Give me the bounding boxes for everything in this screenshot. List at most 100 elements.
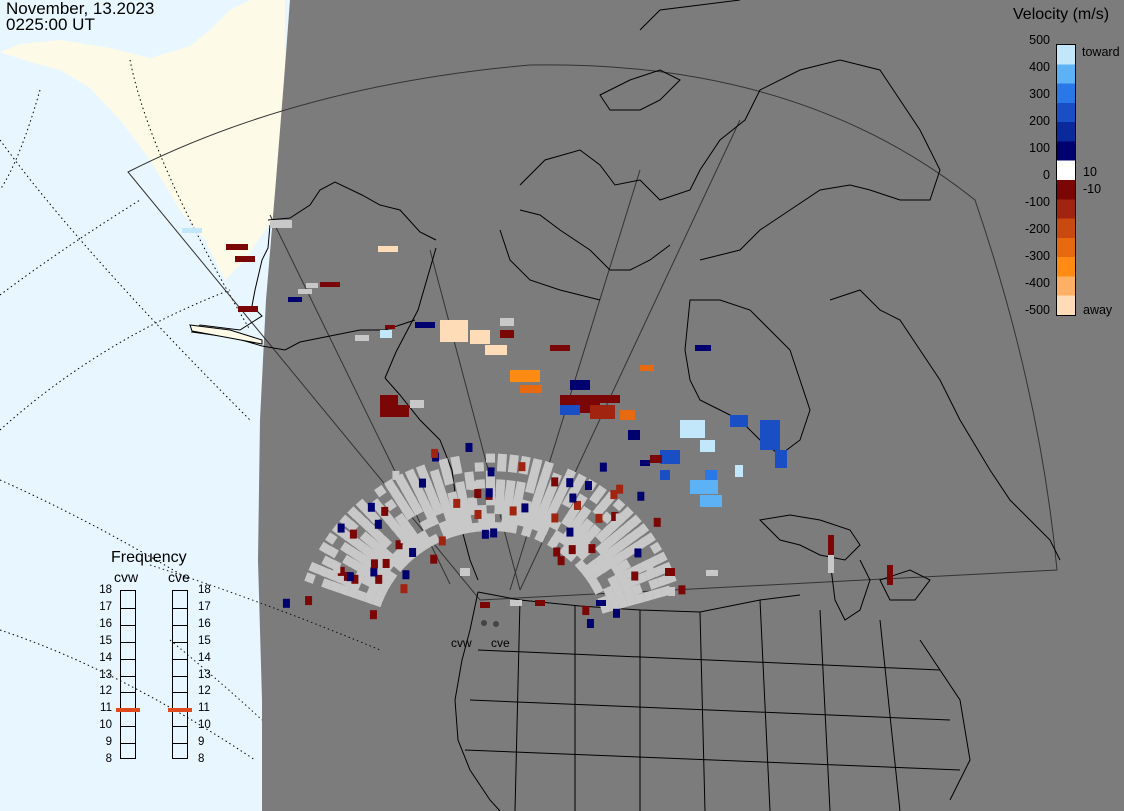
velocity-cell <box>333 564 341 574</box>
colorbar-toward-label: toward <box>1082 45 1120 59</box>
velocity-cell <box>557 556 565 566</box>
velocity-cell <box>551 513 559 523</box>
velocity-cell <box>485 345 507 355</box>
velocity-cell <box>486 513 495 523</box>
velocity-cell <box>510 600 522 606</box>
velocity-cell <box>735 465 743 477</box>
velocity-cell <box>503 496 514 507</box>
velocity-cell <box>395 405 409 417</box>
velocity-cell <box>552 491 565 504</box>
velocity-cell <box>395 540 403 550</box>
velocity-cell <box>585 480 593 490</box>
velocity-cell <box>534 485 546 497</box>
velocity-cell <box>649 541 663 555</box>
velocity-cell <box>520 526 533 538</box>
aleutian-islands <box>189 324 263 345</box>
velocity-cell <box>320 282 340 287</box>
velocity-cell <box>451 507 463 519</box>
velocity-cell <box>590 405 615 419</box>
velocity-cell <box>380 330 392 338</box>
velocity-cell <box>465 442 473 452</box>
velocity-cell <box>700 440 715 452</box>
radar-label-cvw: cvw <box>451 636 472 650</box>
velocity-cell <box>406 496 420 509</box>
velocity-cell <box>634 592 646 605</box>
frequency-marker <box>116 707 140 712</box>
frequency-scale-label: 13 <box>99 668 112 681</box>
velocity-cell <box>542 460 554 473</box>
velocity-cell <box>636 523 650 536</box>
velocity-cell <box>643 532 656 545</box>
velocity-cell <box>470 522 481 533</box>
date-label: November, 13.2023 <box>6 0 155 18</box>
velocity-cell <box>581 518 594 531</box>
velocity-cell <box>337 523 345 533</box>
velocity-cell <box>238 306 258 312</box>
velocity-cell <box>695 345 711 351</box>
velocity-cell <box>316 565 329 578</box>
velocity-cell <box>591 582 604 595</box>
velocity-cell <box>656 575 669 587</box>
colorbar-small-label: 10 <box>1083 165 1097 179</box>
velocity-cell <box>526 509 538 522</box>
velocity-cell <box>374 519 382 529</box>
velocity-cell <box>508 514 520 526</box>
velocity-cell <box>504 488 515 499</box>
velocity-cell <box>500 318 514 326</box>
velocity-cell <box>496 462 507 472</box>
velocity-cell <box>369 610 377 620</box>
colorbar-tick: -300 <box>1024 249 1050 263</box>
velocity-cell <box>282 598 290 608</box>
radar-label-cve: cve <box>491 636 510 650</box>
velocity-cell <box>443 509 455 522</box>
velocity-cell <box>529 466 541 478</box>
velocity-cell <box>402 488 415 501</box>
velocity-cell <box>551 477 559 487</box>
velocity-cell <box>634 548 642 558</box>
velocity-cell <box>553 547 561 557</box>
velocity-cell <box>486 522 495 531</box>
frequency-scale-label: 17 <box>198 600 211 613</box>
colorbar-tick: -500 <box>1024 303 1050 317</box>
velocity-cell <box>828 535 834 555</box>
velocity-cell <box>460 568 470 576</box>
velocity-cell <box>615 513 623 523</box>
velocity-cell <box>398 480 411 494</box>
velocity-cell <box>568 545 576 555</box>
colorbar-tick: -200 <box>1024 222 1050 236</box>
velocity-cell <box>537 504 549 516</box>
velocity-cell <box>640 365 654 371</box>
velocity-cell <box>349 529 357 539</box>
velocity-cell <box>594 484 607 498</box>
velocity-cell <box>588 544 596 554</box>
velocity-cell <box>574 473 587 486</box>
frequency-radar-cve-label: cve <box>168 569 190 585</box>
velocity-cell <box>464 471 475 482</box>
velocity-cell <box>501 513 512 524</box>
velocity-cell <box>438 458 450 469</box>
velocity-cell <box>355 589 367 602</box>
velocity-cell <box>700 495 722 507</box>
velocity-cell <box>351 574 359 584</box>
frequency-scale-label: 9 <box>105 736 112 749</box>
velocity-cell <box>481 529 489 539</box>
velocity-cell <box>600 511 614 525</box>
velocity-cell <box>342 554 355 568</box>
velocity-cell <box>706 570 718 576</box>
velocity-cell <box>599 462 607 472</box>
velocity-cell <box>453 498 461 508</box>
velocity-cell <box>595 513 603 523</box>
velocity-cell <box>651 587 663 600</box>
velocity-cell <box>475 479 486 489</box>
velocity-cell <box>521 503 529 513</box>
velocity-cell <box>435 485 447 497</box>
velocity-cell <box>478 521 488 532</box>
velocity-cell <box>621 546 634 560</box>
frequency-scale-label: 8 <box>105 753 112 765</box>
velocity-cell <box>453 516 465 528</box>
velocity-cell <box>486 496 495 506</box>
velocity-cell <box>384 570 398 583</box>
velocity-cell <box>760 420 780 450</box>
velocity-cell <box>415 322 435 328</box>
